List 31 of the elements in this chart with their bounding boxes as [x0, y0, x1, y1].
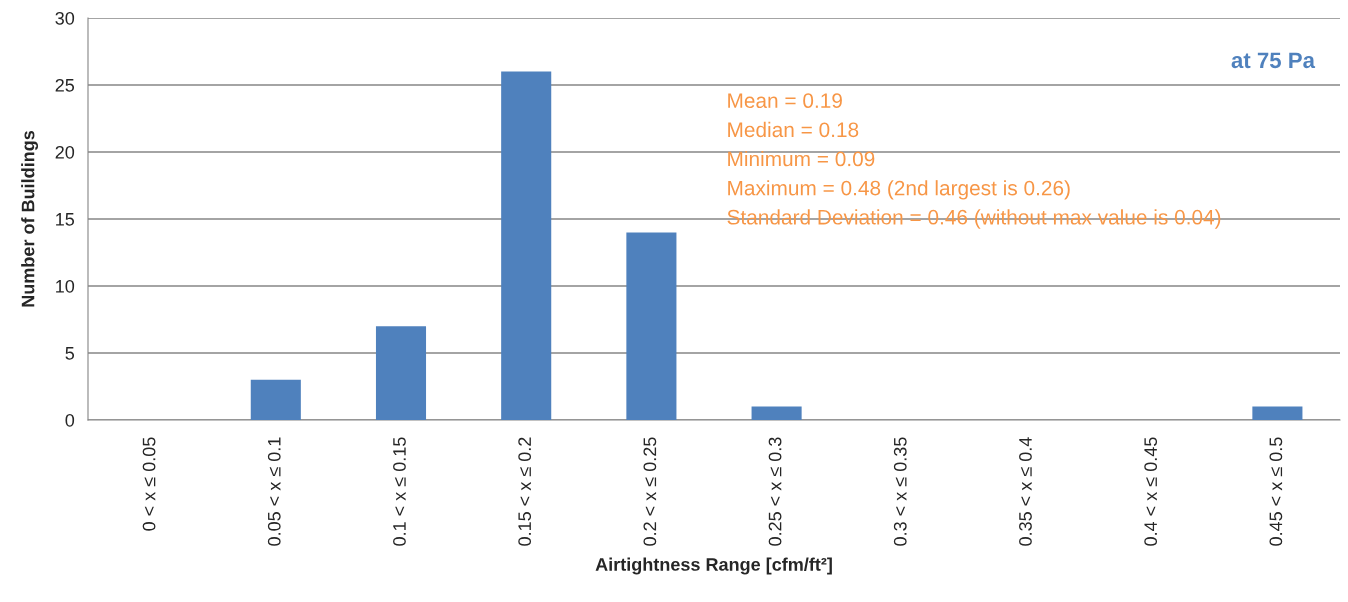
- annotation: at 75 Pa: [1231, 52, 1316, 69]
- annotation: Mean = 0.19: [728, 93, 842, 109]
- x-tick-label: 0.2 < x ≤ 0.25: [643, 437, 657, 546]
- bar: [626, 232, 677, 420]
- y-axis-title: Number of Buildings: [21, 130, 39, 307]
- bar: [375, 326, 427, 420]
- annotation: Minimum = 0.09: [728, 151, 875, 167]
- x-tick-label: 0.25 < x ≤ 0.3: [768, 437, 782, 546]
- y-tick-label: 15: [56, 213, 75, 226]
- x-tick-label: 0.35 < x ≤ 0.4: [1019, 437, 1032, 546]
- x-tick-label: 0.15 < x ≤ 0.2: [518, 437, 532, 546]
- y-tick-label: 20: [55, 145, 75, 159]
- y-tick-label: 5: [65, 347, 75, 360]
- bar: [501, 71, 552, 420]
- bar: [250, 379, 301, 420]
- x-tick-label: 0.1 < x ≤ 0.15: [393, 437, 406, 546]
- y-tick-label: 0: [65, 413, 75, 427]
- x-tick-label: 0.45 < x ≤ 0.5: [1269, 437, 1283, 546]
- x-axis-title: Airtightness Range [cfm/ft²]: [595, 557, 832, 575]
- x-tick-label: 0.3 < x ≤ 0.35: [893, 437, 907, 546]
- bar: [1252, 406, 1303, 420]
- bar: [751, 406, 802, 420]
- x-tick-label: 0.05 < x ≤ 0.1: [267, 437, 281, 546]
- x-tick-label: 0.4 < x ≤ 0.45: [1144, 437, 1158, 546]
- y-tick-label: 30: [55, 11, 75, 25]
- annotation: Median = 0.18: [728, 121, 859, 138]
- y-tick-label: 25: [55, 78, 75, 92]
- annotation: Standard Deviation = 0.46 (without max value is 0.04): [727, 209, 1221, 229]
- x-tick-label: 0 < x ≤ 0.05: [142, 437, 156, 531]
- y-tick-label: 10: [56, 279, 75, 293]
- annotation: Maximum = 0.48 (2nd largest is 0.26): [728, 180, 1070, 200]
